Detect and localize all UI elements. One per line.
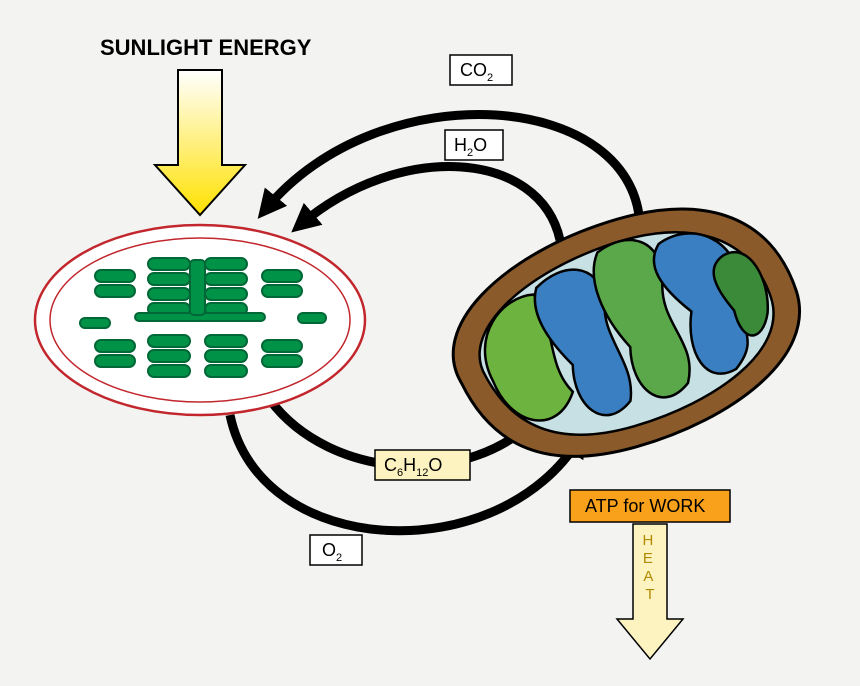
diagram-canvas: SUNLIGHT ENERGY: [0, 0, 860, 686]
atp-box: ATP for WORK: [570, 490, 730, 522]
co2-txt: CO: [460, 60, 487, 80]
atp-text: ATP for WORK: [585, 496, 705, 516]
label-h2o: H2O: [445, 130, 503, 160]
label-glucose: C6H12O: [375, 450, 470, 480]
chloroplast: [35, 225, 365, 415]
label-co2: CO2: [450, 55, 512, 85]
sunlight-arrow: [155, 70, 245, 215]
heat-arrow: H E A T: [617, 524, 683, 659]
arrow-h2o: [300, 167, 560, 240]
sunlight-title: SUNLIGHT ENERGY: [100, 35, 312, 60]
label-o2: O2: [310, 535, 362, 565]
